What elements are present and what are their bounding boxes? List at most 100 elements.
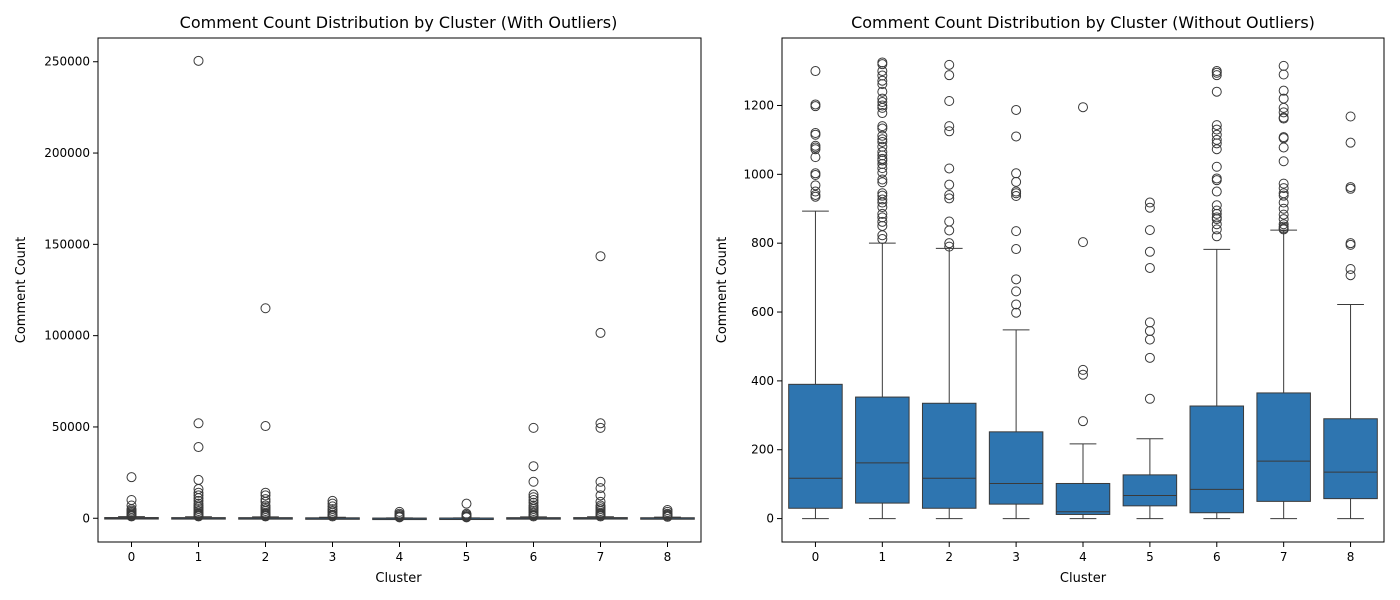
outlier-point xyxy=(1078,237,1088,248)
outlier-point xyxy=(1144,202,1155,213)
outlier-point xyxy=(944,216,955,227)
x-axis-label: Cluster xyxy=(375,571,422,586)
outlier-point xyxy=(1144,334,1155,345)
x-tick-label: 3 xyxy=(329,550,337,564)
y-tick-label: 600 xyxy=(751,305,774,319)
outlier-point xyxy=(877,59,888,70)
outlier-point xyxy=(1078,364,1088,375)
box-cluster-3 xyxy=(305,495,360,522)
outlier-point xyxy=(810,152,821,163)
outlier-point xyxy=(877,102,888,113)
outlier-point xyxy=(193,495,204,506)
box-cluster-0 xyxy=(104,472,159,522)
outlier-point xyxy=(1011,191,1022,202)
outlier-point xyxy=(944,121,955,132)
chart-with-outliers: Comment Count Distribution by Cluster (W… xyxy=(14,13,702,586)
x-tick-label: 1 xyxy=(879,550,887,564)
outlier-point xyxy=(1011,307,1022,318)
outlier-point xyxy=(1211,67,1222,78)
box xyxy=(1323,418,1378,500)
x-tick-label: 0 xyxy=(128,550,136,564)
x-tick-label: 4 xyxy=(396,550,404,564)
outlier-point xyxy=(1278,107,1289,118)
box-cluster-4 xyxy=(1055,102,1111,520)
outlier-point xyxy=(1011,244,1022,255)
outlier-point xyxy=(1345,111,1356,122)
y-tick-label: 0 xyxy=(766,512,774,526)
plot-area: 0 200 400 600 800 1000 1200 0 1 2 3 4 5 6 7 8 xyxy=(743,37,1385,564)
outlier-point xyxy=(877,66,888,77)
x-tick-label: 7 xyxy=(1280,550,1288,564)
outlier-point xyxy=(193,55,204,66)
outlier-point xyxy=(1211,144,1222,155)
outlier-point xyxy=(1144,197,1155,208)
x-tick-label: 7 xyxy=(597,550,605,564)
x-tick-label: 5 xyxy=(463,550,471,564)
chart-without-outliers: Comment Count Distribution by Cluster (W… xyxy=(715,13,1385,586)
y-tick-label: 1200 xyxy=(743,98,774,112)
outlier-point xyxy=(1278,197,1289,208)
box-cluster-6 xyxy=(506,422,561,522)
outlier-point xyxy=(1211,70,1222,81)
outlier-point xyxy=(1144,352,1155,363)
outlier-point xyxy=(877,202,888,213)
outlier-point xyxy=(528,492,539,503)
outlier-point xyxy=(595,476,606,487)
outlier-point xyxy=(944,225,955,236)
outlier-point xyxy=(193,487,204,498)
outlier-point xyxy=(944,241,955,252)
outlier-point xyxy=(528,511,539,522)
outlier-point xyxy=(944,163,955,174)
box-cluster-1 xyxy=(855,57,910,520)
outlier-point xyxy=(1278,183,1289,194)
y-tick-label: 50000 xyxy=(52,420,90,434)
outlier-point xyxy=(1211,208,1222,219)
outlier-point xyxy=(1011,286,1022,297)
outlier-point xyxy=(1211,186,1222,197)
outlier-point xyxy=(1345,137,1356,148)
outlier-point xyxy=(1144,225,1155,236)
outlier-point xyxy=(1278,224,1289,235)
outlier-point xyxy=(327,511,338,522)
outlier-point xyxy=(877,177,888,188)
outlier-point xyxy=(1211,129,1222,140)
outlier-point xyxy=(595,422,606,433)
outlier-point xyxy=(260,511,271,522)
outlier-point xyxy=(810,180,821,191)
x-tick-label: 8 xyxy=(1347,550,1355,564)
x-tick-label: 6 xyxy=(1213,550,1221,564)
y-tick-label: 1000 xyxy=(743,167,774,181)
x-tick-label: 0 xyxy=(812,550,820,564)
outlier-point xyxy=(327,495,338,506)
outlier-point xyxy=(810,144,821,155)
outlier-point xyxy=(260,494,271,505)
outlier-point xyxy=(461,512,472,523)
x-tick-label: 4 xyxy=(1079,550,1087,564)
outlier-point xyxy=(1211,231,1222,242)
outlier-point xyxy=(877,75,888,86)
outlier-point xyxy=(877,100,888,111)
y-tick-label: 200000 xyxy=(44,146,90,160)
box xyxy=(1122,474,1178,507)
outlier-point xyxy=(1278,190,1289,201)
y-axis-label: Comment Count xyxy=(715,237,730,343)
outlier-point xyxy=(1278,156,1289,167)
outlier-point xyxy=(595,511,606,522)
outlier-point xyxy=(1011,299,1022,310)
outlier-point xyxy=(126,511,137,522)
outlier-point xyxy=(1078,416,1088,427)
outlier-point xyxy=(260,421,271,432)
x-axis-label: Cluster xyxy=(1060,571,1107,586)
x-tick-label: 2 xyxy=(945,550,953,564)
box-cluster-5 xyxy=(439,498,494,523)
outlier-point xyxy=(1144,393,1155,404)
box-cluster-0 xyxy=(788,66,843,520)
outlier-point xyxy=(528,461,539,472)
outlier-point xyxy=(1345,239,1356,250)
box-cluster-3 xyxy=(988,104,1044,520)
outlier-point xyxy=(1144,246,1155,257)
outlier-point xyxy=(1011,176,1022,187)
box-cluster-2 xyxy=(921,59,977,520)
outlier-point xyxy=(1211,175,1222,186)
